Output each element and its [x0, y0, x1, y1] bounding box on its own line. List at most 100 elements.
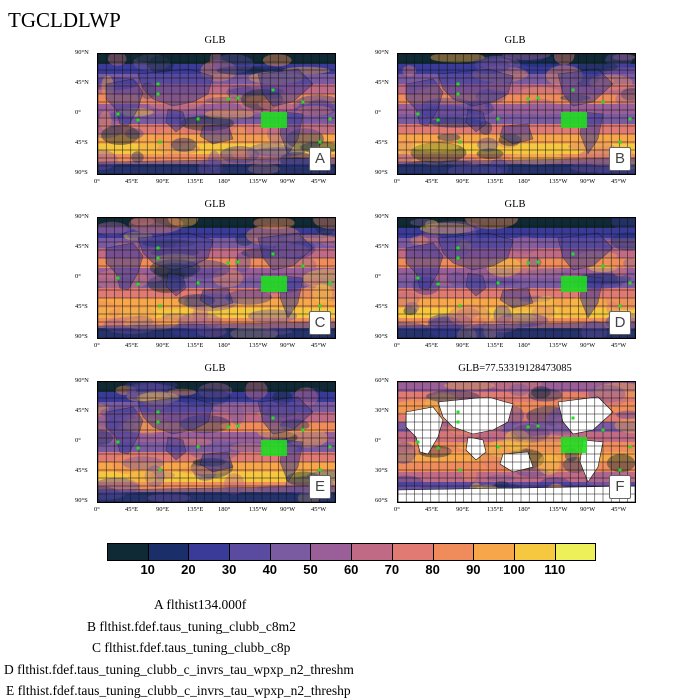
lat-tick-label: 0° — [375, 437, 381, 444]
lon-tick-label: 0° — [394, 506, 400, 513]
lon-tick-label: 135°E — [187, 506, 204, 513]
lon-tick-label: 45°E — [125, 342, 139, 349]
lon-tick-label: 45°W — [611, 342, 627, 349]
lat-tick-label: 45°N — [375, 243, 389, 250]
legend-entry-b: B flthist.fdef.taus_tuning_clubb_c8m2 — [87, 618, 296, 634]
map-panel-d: D — [397, 217, 636, 339]
map-panel-c: C — [97, 217, 336, 339]
lon-tick-label: 0° — [94, 506, 100, 513]
lat-tick-label: 45°N — [75, 243, 89, 250]
lon-tick-label: 135°E — [487, 506, 504, 513]
lat-tick-label: 90°S — [375, 333, 388, 340]
colorbar-tick-label: 70 — [384, 562, 400, 577]
colorbar-tick-label: 90 — [466, 562, 481, 577]
colorbar-tick-label: 60 — [343, 562, 359, 577]
lat-tick-label: 45°N — [75, 407, 89, 414]
lat-tick-label: 45°S — [375, 139, 388, 146]
lat-tick-label: 45°N — [75, 79, 89, 86]
lon-tick-label: 180° — [518, 178, 531, 185]
lon-tick-label: 45°E — [425, 178, 439, 185]
lon-tick-label: 45°W — [311, 178, 327, 185]
colorbar-tick-label: 110 — [544, 562, 566, 577]
lon-tick-label: 90°E — [156, 506, 170, 513]
colorbar-swatch — [555, 544, 596, 560]
lon-tick-label: 90°W — [280, 342, 296, 349]
lat-tick-label: 90°N — [375, 49, 389, 56]
lon-tick-label: 135°E — [187, 178, 204, 185]
lon-tick-label: 45°W — [611, 178, 627, 185]
colorbar-tick-label: 40 — [262, 562, 278, 577]
colorbar — [107, 543, 597, 561]
colorbar-swatch — [392, 544, 434, 560]
panel-title-e: GLB — [204, 363, 226, 374]
colorbar-swatch — [108, 544, 149, 560]
colorbar-tick-label: 50 — [303, 562, 318, 577]
lon-tick-label: 180° — [518, 342, 531, 349]
lon-tick-label: 135°E — [487, 178, 504, 185]
lat-tick-label: 90°S — [75, 169, 88, 176]
lon-tick-label: 45°E — [425, 506, 439, 513]
lat-tick-label: 90°N — [375, 213, 389, 220]
lon-tick-label: 0° — [394, 342, 400, 349]
lon-tick-label: 0° — [94, 178, 100, 185]
lat-tick-label: 0° — [375, 109, 381, 116]
lon-tick-label: 45°E — [125, 506, 139, 513]
lat-tick-label: 0° — [75, 437, 81, 444]
lon-tick-label: 90°E — [156, 178, 170, 185]
colorbar-tick-label: 100 — [503, 562, 525, 577]
lon-tick-label: 45°W — [311, 342, 327, 349]
colorbar-swatch — [189, 544, 231, 560]
map-panel-a: A — [97, 53, 336, 175]
lat-tick-label: 45°S — [375, 303, 388, 310]
lon-tick-label: 90°W — [280, 506, 296, 513]
lon-tick-label: 180° — [218, 506, 231, 513]
lon-tick-label: 135°W — [249, 178, 268, 185]
lat-tick-label: 0° — [375, 273, 381, 280]
legend-entry-e: E flthist.fdef.taus_tuning_clubb_c_invrs… — [6, 683, 351, 698]
lon-tick-label: 135°W — [549, 342, 568, 349]
panel-title-a: GLB — [204, 35, 226, 46]
lon-tick-label: 90°W — [580, 342, 596, 349]
legend-entry-c: C flthist.fdef.taus_tuning_clubb_c8p — [92, 640, 291, 655]
lon-tick-label: 45°E — [425, 342, 439, 349]
colorbar-tick-label: 80 — [425, 562, 440, 577]
lat-tick-label: 45°S — [75, 303, 88, 310]
lon-tick-label: 135°W — [249, 342, 268, 349]
panel-letter-e: E — [309, 475, 331, 499]
lon-tick-label: 90°E — [456, 506, 470, 513]
colorbar-swatch — [474, 544, 515, 560]
colorbar-swatch — [514, 544, 556, 560]
lat-tick-label: 45°S — [75, 139, 88, 146]
panel-letter-d: D — [609, 311, 631, 335]
colorbar-swatch — [433, 544, 475, 560]
colorbar-swatch — [230, 544, 271, 560]
lat-tick-label: 90°N — [75, 377, 89, 384]
lon-tick-label: 90°E — [456, 342, 470, 349]
colorbar-swatch — [270, 544, 312, 560]
panel-letter-a: A — [309, 147, 331, 171]
lon-tick-label: 135°W — [249, 506, 268, 513]
lon-tick-label: 135°E — [487, 342, 504, 349]
lon-tick-label: 135°W — [549, 178, 568, 185]
lat-tick-label: 0° — [75, 109, 81, 116]
lon-tick-label: 90°W — [280, 178, 296, 185]
lat-tick-label: 90°S — [75, 333, 88, 340]
map-panel-e: E — [97, 381, 336, 503]
lat-tick-label: 60°S — [375, 497, 388, 504]
lon-tick-label: 90°E — [156, 342, 170, 349]
panel-letter-c: C — [309, 311, 331, 335]
lon-tick-label: 180° — [218, 178, 231, 185]
lon-tick-label: 135°E — [187, 342, 204, 349]
lat-tick-label: 90°N — [75, 213, 89, 220]
lat-tick-label: 45°S — [75, 467, 88, 474]
lon-tick-label: 180° — [518, 506, 531, 513]
map-panel-b: B — [397, 53, 636, 175]
lon-tick-label: 90°W — [580, 506, 596, 513]
figure-title: TGCLDLWP — [8, 8, 121, 32]
panel-title-c: GLB — [204, 199, 226, 210]
lat-tick-label: 0° — [75, 273, 81, 280]
lon-tick-label: 0° — [94, 342, 100, 349]
lon-tick-label: 45°W — [611, 506, 627, 513]
lat-tick-label: 90°S — [375, 169, 388, 176]
lon-tick-label: 90°W — [580, 178, 596, 185]
